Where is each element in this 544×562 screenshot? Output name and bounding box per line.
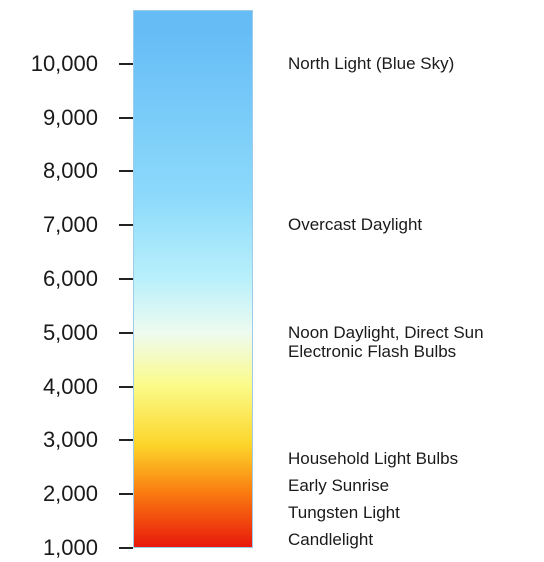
tick-mark	[119, 170, 133, 173]
light-source-label: Candlelight	[288, 529, 374, 549]
light-source-label: Overcast Daylight	[288, 215, 423, 235]
light-source-label: Household Light Bulbs	[288, 449, 459, 469]
tick-mark	[119, 493, 133, 496]
tick-label: 8,000	[42, 158, 98, 184]
tick-label: 3,000	[42, 427, 98, 453]
tick-mark	[119, 278, 133, 280]
light-source-label: Noon Daylight, Direct Sun	[288, 322, 484, 342]
light-source-label: Electronic Flash Bulbs	[288, 341, 457, 361]
tick-label: 9,000	[42, 104, 98, 130]
color-temperature-gradient-bar	[133, 10, 253, 548]
tick-mark	[119, 385, 133, 388]
tick-label: 1,000	[42, 535, 98, 560]
tick-mark	[119, 547, 133, 549]
tick-label: 5,000	[42, 319, 98, 345]
tick-label: 10,000	[30, 50, 98, 76]
tick-label: 4,000	[42, 373, 98, 399]
tick-mark	[119, 224, 133, 227]
tick-mark	[119, 439, 133, 442]
tick-mark	[119, 331, 133, 334]
tick-label: 2,000	[42, 481, 98, 507]
tick-mark	[119, 116, 133, 119]
tick-label: 7,000	[42, 212, 98, 238]
tick-label: 6,000	[42, 266, 98, 291]
light-source-label: North Light (Blue Sky)	[288, 53, 455, 73]
light-source-label: Early Sunrise	[288, 476, 390, 496]
light-source-label: Tungsten Light	[288, 503, 400, 523]
tick-mark	[119, 62, 133, 65]
